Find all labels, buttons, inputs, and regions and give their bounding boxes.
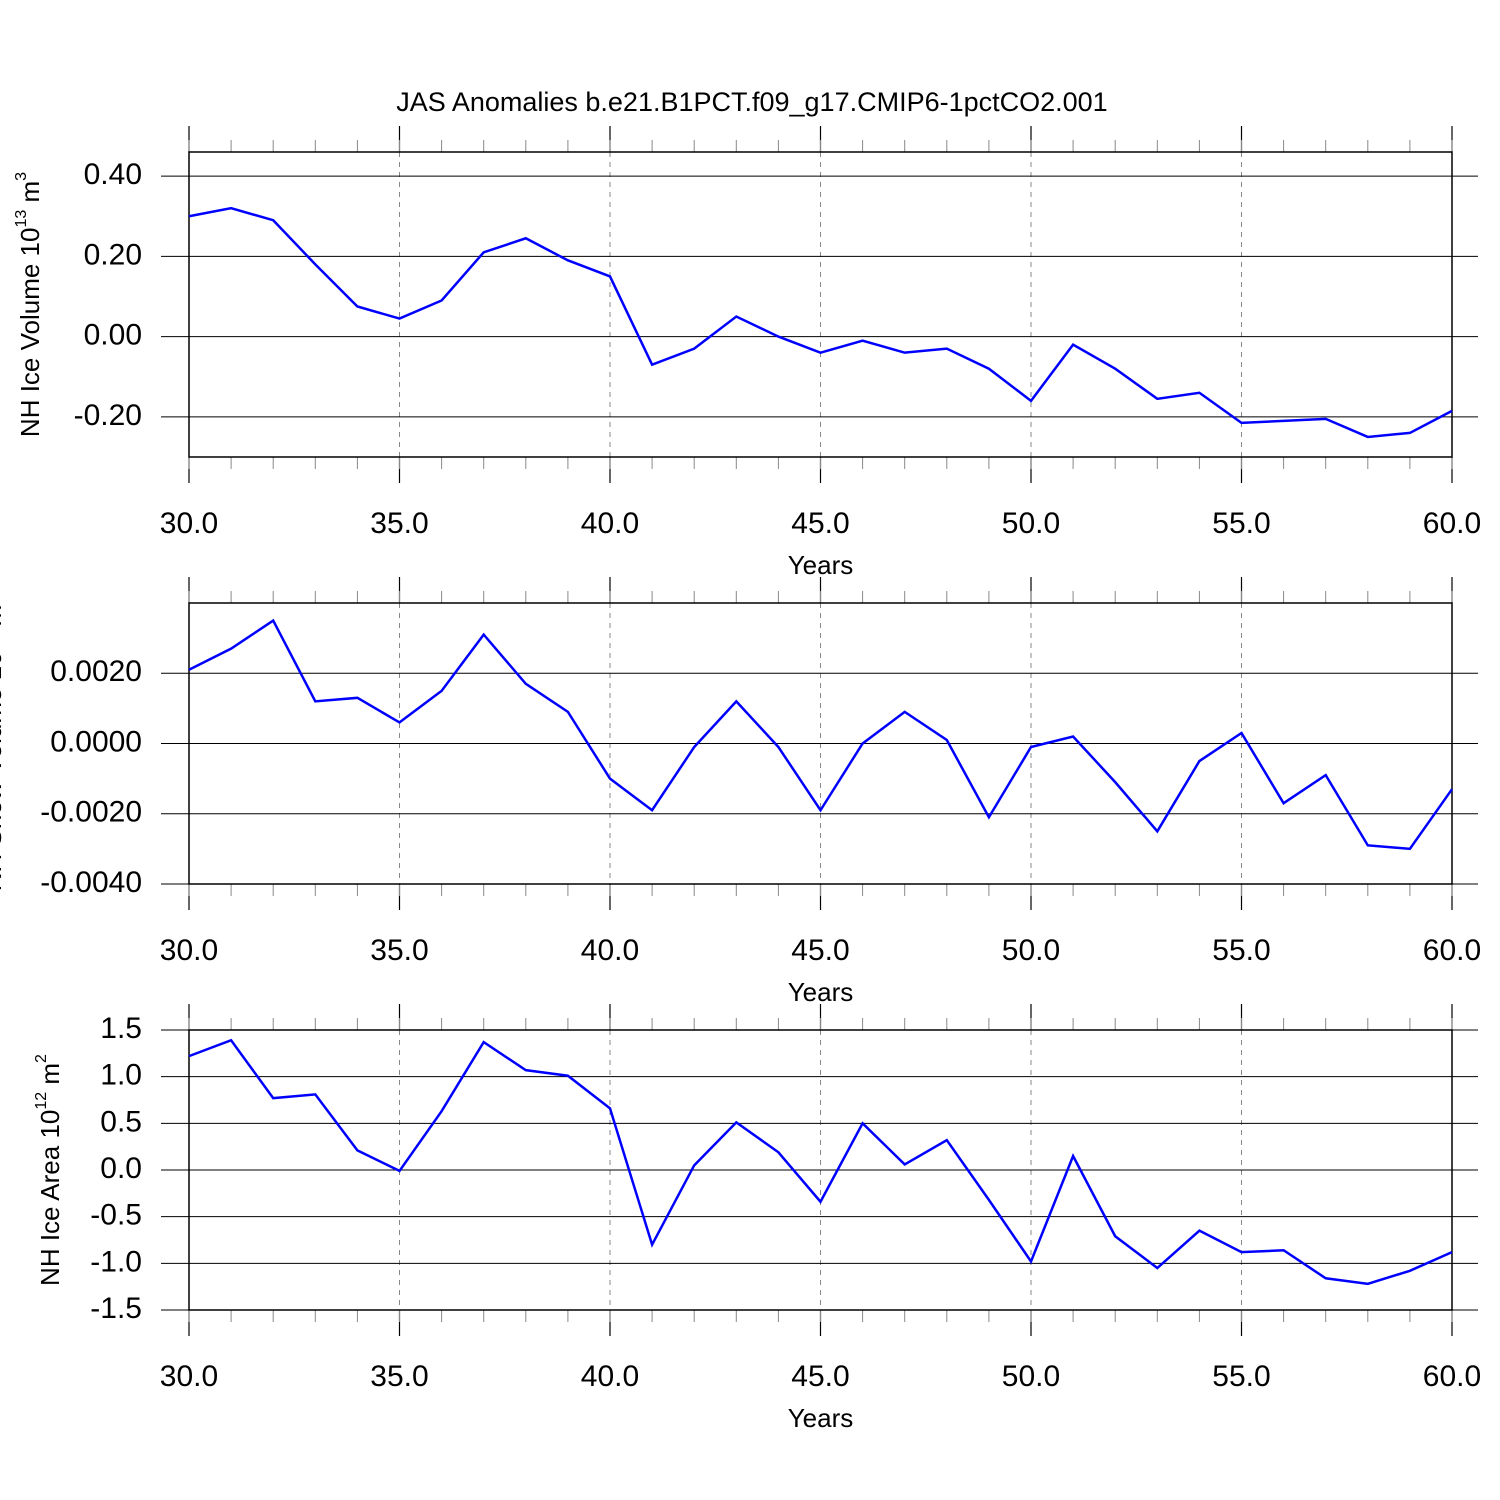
x-tick-label: 40.0 (581, 934, 639, 967)
plot-frame (188, 1029, 1453, 1311)
x-tick-label: 40.0 (581, 1360, 639, 1393)
x-tick-label: 55.0 (1212, 507, 1270, 540)
plot-frame (188, 602, 1453, 885)
y-tick-label: 0.0 (100, 1152, 142, 1185)
x-tick-label: 60.0 (1423, 1360, 1481, 1393)
data-line (188, 206, 1453, 439)
y-tick-label: 0.0000 (50, 725, 142, 758)
y-tick-label: -0.0020 (40, 796, 142, 829)
data-line (188, 1038, 1453, 1286)
x-tick-label: 45.0 (791, 934, 849, 967)
y-axis-label-part: 2 (33, 1054, 50, 1063)
x-tick-label: 35.0 (370, 1360, 428, 1393)
y-tick-label: -0.5 (90, 1199, 142, 1232)
x-tick-label: 60.0 (1423, 507, 1481, 540)
data-line (188, 618, 1454, 851)
y-axis-label-part: m (15, 181, 45, 210)
x-tick-label: 50.0 (1002, 507, 1060, 540)
x-axis-label: Years (788, 550, 854, 580)
y-axis-label-part: 3 (13, 172, 30, 181)
y-tick-label: 0.5 (100, 1105, 142, 1138)
y-axis-label-part: 12 (33, 1092, 50, 1110)
x-tick-label: 50.0 (1002, 1360, 1060, 1393)
y-axis-label-part: 13 (13, 210, 30, 228)
y-tick-label: 0.00 (84, 319, 142, 352)
y-axis-label-part: m (0, 605, 7, 634)
x-tick-label: 55.0 (1212, 1360, 1270, 1393)
y-tick-label: 0.0020 (50, 655, 142, 688)
y-axis-label-part: NH Ice Area 10 (35, 1110, 65, 1286)
chart-title: JAS Anomalies b.e21.B1PCT.f09_g17.CMIP6-… (396, 87, 1107, 117)
x-tick-label: 40.0 (581, 507, 639, 540)
y-tick-label: -1.0 (90, 1245, 142, 1278)
y-tick-label: 1.5 (100, 1012, 142, 1045)
x-tick-label: 30.0 (160, 934, 218, 967)
y-axis-label: NH Ice Volume 1013 m3 (13, 172, 45, 437)
x-tick-label: 55.0 (1212, 934, 1270, 967)
plot-frame (188, 151, 1453, 458)
y-tick-label: 0.40 (84, 158, 142, 191)
y-tick-label: -0.0040 (40, 866, 142, 899)
x-axis-label: Years (788, 1403, 854, 1433)
x-tick-label: 35.0 (370, 507, 428, 540)
y-tick-label: -1.5 (90, 1292, 142, 1325)
y-axis-label-part: NH Ice Volume 10 (15, 228, 45, 438)
x-tick-label: 30.0 (160, 507, 218, 540)
y-axis-label: NH Snow Volume 1013 m3 (0, 596, 7, 892)
x-tick-label: 50.0 (1002, 934, 1060, 967)
y-tick-label: 0.20 (84, 238, 142, 271)
x-tick-label: 30.0 (160, 1360, 218, 1393)
y-axis-label-part: m (35, 1063, 65, 1092)
y-axis-label-part: NH Snow Volume 10 (0, 651, 7, 891)
y-tick-label: -0.20 (74, 399, 142, 432)
x-tick-label: 45.0 (791, 507, 849, 540)
y-tick-label: 1.0 (100, 1059, 142, 1092)
x-tick-label: 35.0 (370, 934, 428, 967)
x-tick-label: 60.0 (1423, 934, 1481, 967)
y-axis-label: NH Ice Area 1012 m2 (33, 1054, 65, 1286)
x-tick-label: 45.0 (791, 1360, 849, 1393)
x-axis-label: Years (788, 977, 854, 1007)
